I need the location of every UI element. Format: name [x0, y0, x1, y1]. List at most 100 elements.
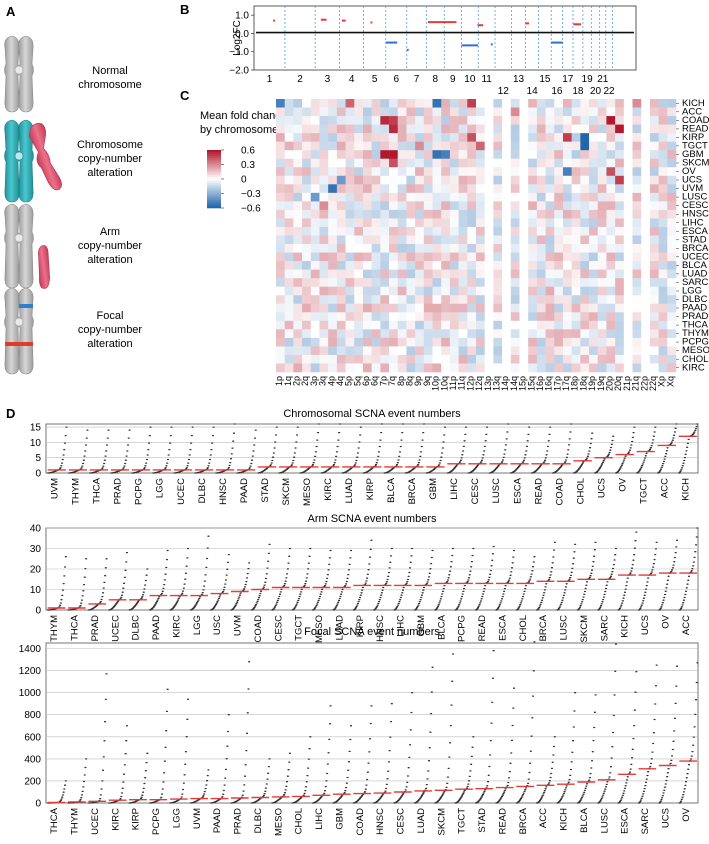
heatmap-cell	[667, 124, 677, 134]
heatmap-cancer-label: PAAD	[682, 303, 707, 314]
heatmap-cell	[397, 201, 407, 211]
heatmap-cell	[336, 320, 346, 330]
heatmap-cell	[389, 295, 399, 305]
heatmap-cell	[502, 337, 512, 347]
heatmap-cell	[362, 346, 372, 356]
heatmap-cell	[632, 295, 642, 305]
category-label: LGG	[192, 615, 203, 635]
heatmap-cell	[310, 363, 320, 373]
chart-ytick-label: 1000	[19, 688, 42, 699]
panel-b-chrom-label: 22	[604, 86, 616, 97]
category-label: CHOL	[575, 478, 586, 504]
category-label: KIRP	[131, 808, 142, 830]
heatmap-cell	[493, 192, 503, 202]
heatmap-cell	[536, 116, 546, 125]
heatmap-cell	[371, 218, 381, 228]
heatmap-arm-label: 8p	[396, 376, 406, 386]
heatmap-cell	[345, 218, 355, 228]
heatmap-cell	[641, 158, 651, 168]
heatmap-cell	[345, 303, 355, 313]
heatmap-cell	[354, 192, 364, 202]
heatmap-cell	[562, 235, 572, 245]
heatmap-cell	[336, 244, 346, 253]
heatmap-cell	[397, 116, 407, 125]
heatmap-cell	[406, 286, 416, 296]
heatmap-cell	[667, 107, 677, 117]
heatmap-cell	[406, 269, 416, 279]
heatmap-cell	[562, 363, 572, 373]
heatmap-cell	[519, 354, 529, 364]
heatmap-cell	[623, 167, 633, 177]
heatmap-cell	[502, 354, 512, 364]
heatmap-arm-label: 13q	[492, 376, 502, 391]
heatmap-cell	[554, 295, 564, 305]
heatmap-cell	[310, 337, 320, 347]
chart-title-arm: Arm SCNA event numbers	[308, 513, 437, 525]
heatmap-cell	[510, 286, 520, 296]
heatmap-cell	[432, 244, 442, 253]
heatmap-cell	[328, 337, 338, 347]
heatmap-cell	[623, 150, 633, 160]
heatmap-cell	[571, 184, 581, 194]
heatmap-cell	[562, 133, 572, 142]
heatmap-cell	[606, 329, 616, 339]
heatmap-cell	[519, 278, 529, 287]
heatmap-cell	[432, 209, 442, 219]
heatmap-cell	[623, 158, 633, 168]
category-label: CESC	[470, 478, 481, 505]
heatmap-cell	[467, 175, 477, 185]
heatmap-cell	[415, 346, 425, 356]
heatmap-cell	[302, 303, 312, 313]
heatmap-cell	[502, 107, 512, 117]
heatmap-cell	[649, 124, 659, 134]
heatmap-cell	[415, 261, 425, 270]
heatmap-cell	[319, 158, 329, 168]
heatmap-cell	[354, 141, 364, 151]
heatmap-cell	[328, 295, 338, 305]
heatmap-cell	[632, 320, 642, 330]
heatmap-cell	[658, 278, 668, 287]
heatmap-cell	[484, 261, 494, 270]
heatmap-cell	[441, 286, 451, 296]
heatmap-cell	[545, 295, 555, 305]
heatmap-cell	[336, 303, 346, 313]
heatmap-cell	[310, 124, 320, 134]
panel-b-chrom-label: 11	[481, 74, 492, 85]
heatmap-cell	[328, 244, 338, 253]
heatmap-cell	[336, 312, 346, 322]
heatmap-cell	[362, 244, 372, 253]
panel-b-ytick-label: −1.0	[229, 47, 249, 58]
heatmap-cell	[623, 286, 633, 296]
legend-gradient-step	[207, 167, 221, 170]
heatmap-cell	[667, 192, 677, 202]
heatmap-cell	[302, 99, 312, 108]
heatmap-cell	[467, 235, 477, 245]
heatmap-cell	[441, 133, 451, 142]
heatmap-cell	[284, 99, 294, 108]
heatmap-cell	[423, 107, 433, 117]
heatmap-cell	[554, 363, 564, 373]
heatmap-cell	[397, 295, 407, 305]
heatmap-cell	[606, 244, 616, 253]
heatmap-cell	[580, 141, 590, 151]
heatmap-cell	[441, 337, 451, 347]
heatmap-cell	[615, 363, 625, 373]
heatmap-cell	[562, 107, 572, 117]
heatmap-cell	[476, 261, 485, 270]
heatmap-cell	[415, 124, 425, 134]
heatmap-cell	[658, 107, 668, 117]
heatmap-cell	[389, 107, 399, 117]
heatmap-cell	[467, 269, 477, 279]
heatmap-cell	[589, 363, 599, 373]
heatmap-cell	[284, 158, 294, 168]
heatmap-cell	[528, 226, 538, 236]
heatmap-cell	[362, 226, 372, 236]
heatmap-cell	[310, 116, 320, 125]
heatmap-cell	[467, 201, 477, 211]
heatmap-cell	[336, 346, 346, 356]
heatmap-cell	[597, 150, 607, 160]
heatmap-cell	[476, 218, 485, 228]
heatmap-cell	[536, 209, 546, 219]
heatmap-cell	[632, 209, 642, 219]
heatmap-cell	[328, 99, 338, 108]
